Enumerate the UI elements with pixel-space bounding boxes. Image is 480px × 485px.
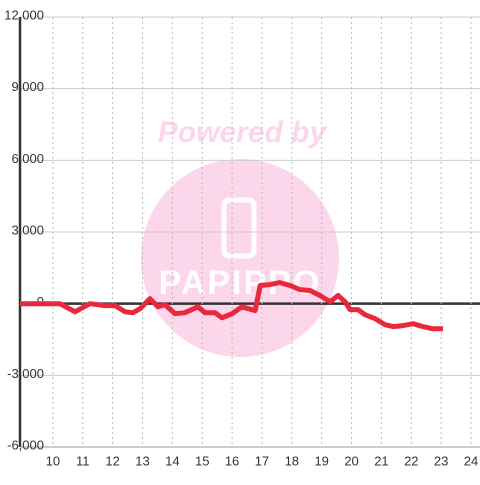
x-tick-label: 16	[225, 453, 239, 468]
x-tick-label: 11	[76, 453, 90, 468]
x-tick-label: 14	[165, 453, 179, 468]
x-tick-label: 23	[434, 453, 448, 468]
x-tick-label: 24	[464, 453, 478, 468]
x-tick-label: 15	[195, 453, 209, 468]
y-tick-label: 9,000	[11, 79, 44, 94]
x-tick-label: 10	[46, 453, 60, 468]
watermark-icon	[221, 197, 257, 259]
line	[20, 280, 443, 332]
watermark-text: Powered by	[158, 116, 328, 149]
x-tick-label: 21	[374, 453, 388, 468]
watermark-logo: PAPIPPO	[159, 264, 322, 302]
y-tick-label: 6,000	[11, 151, 44, 166]
y-tick-label: -6,000	[7, 437, 44, 452]
x-tick-label: 13	[135, 453, 149, 468]
y-tick-label: -3,000	[7, 366, 44, 381]
grid	[18, 16, 480, 448]
x-tick-label: 20	[344, 453, 358, 468]
x-tick-label: 18	[285, 453, 299, 468]
y-tick-label: 12,000	[4, 7, 44, 22]
y-tick-label: 3,000	[11, 222, 44, 237]
x-tick-label: 22	[404, 453, 418, 468]
x-tick-label: 17	[255, 453, 269, 468]
x-tick-label: 12	[105, 453, 119, 468]
x-tick-label: 19	[314, 453, 328, 468]
